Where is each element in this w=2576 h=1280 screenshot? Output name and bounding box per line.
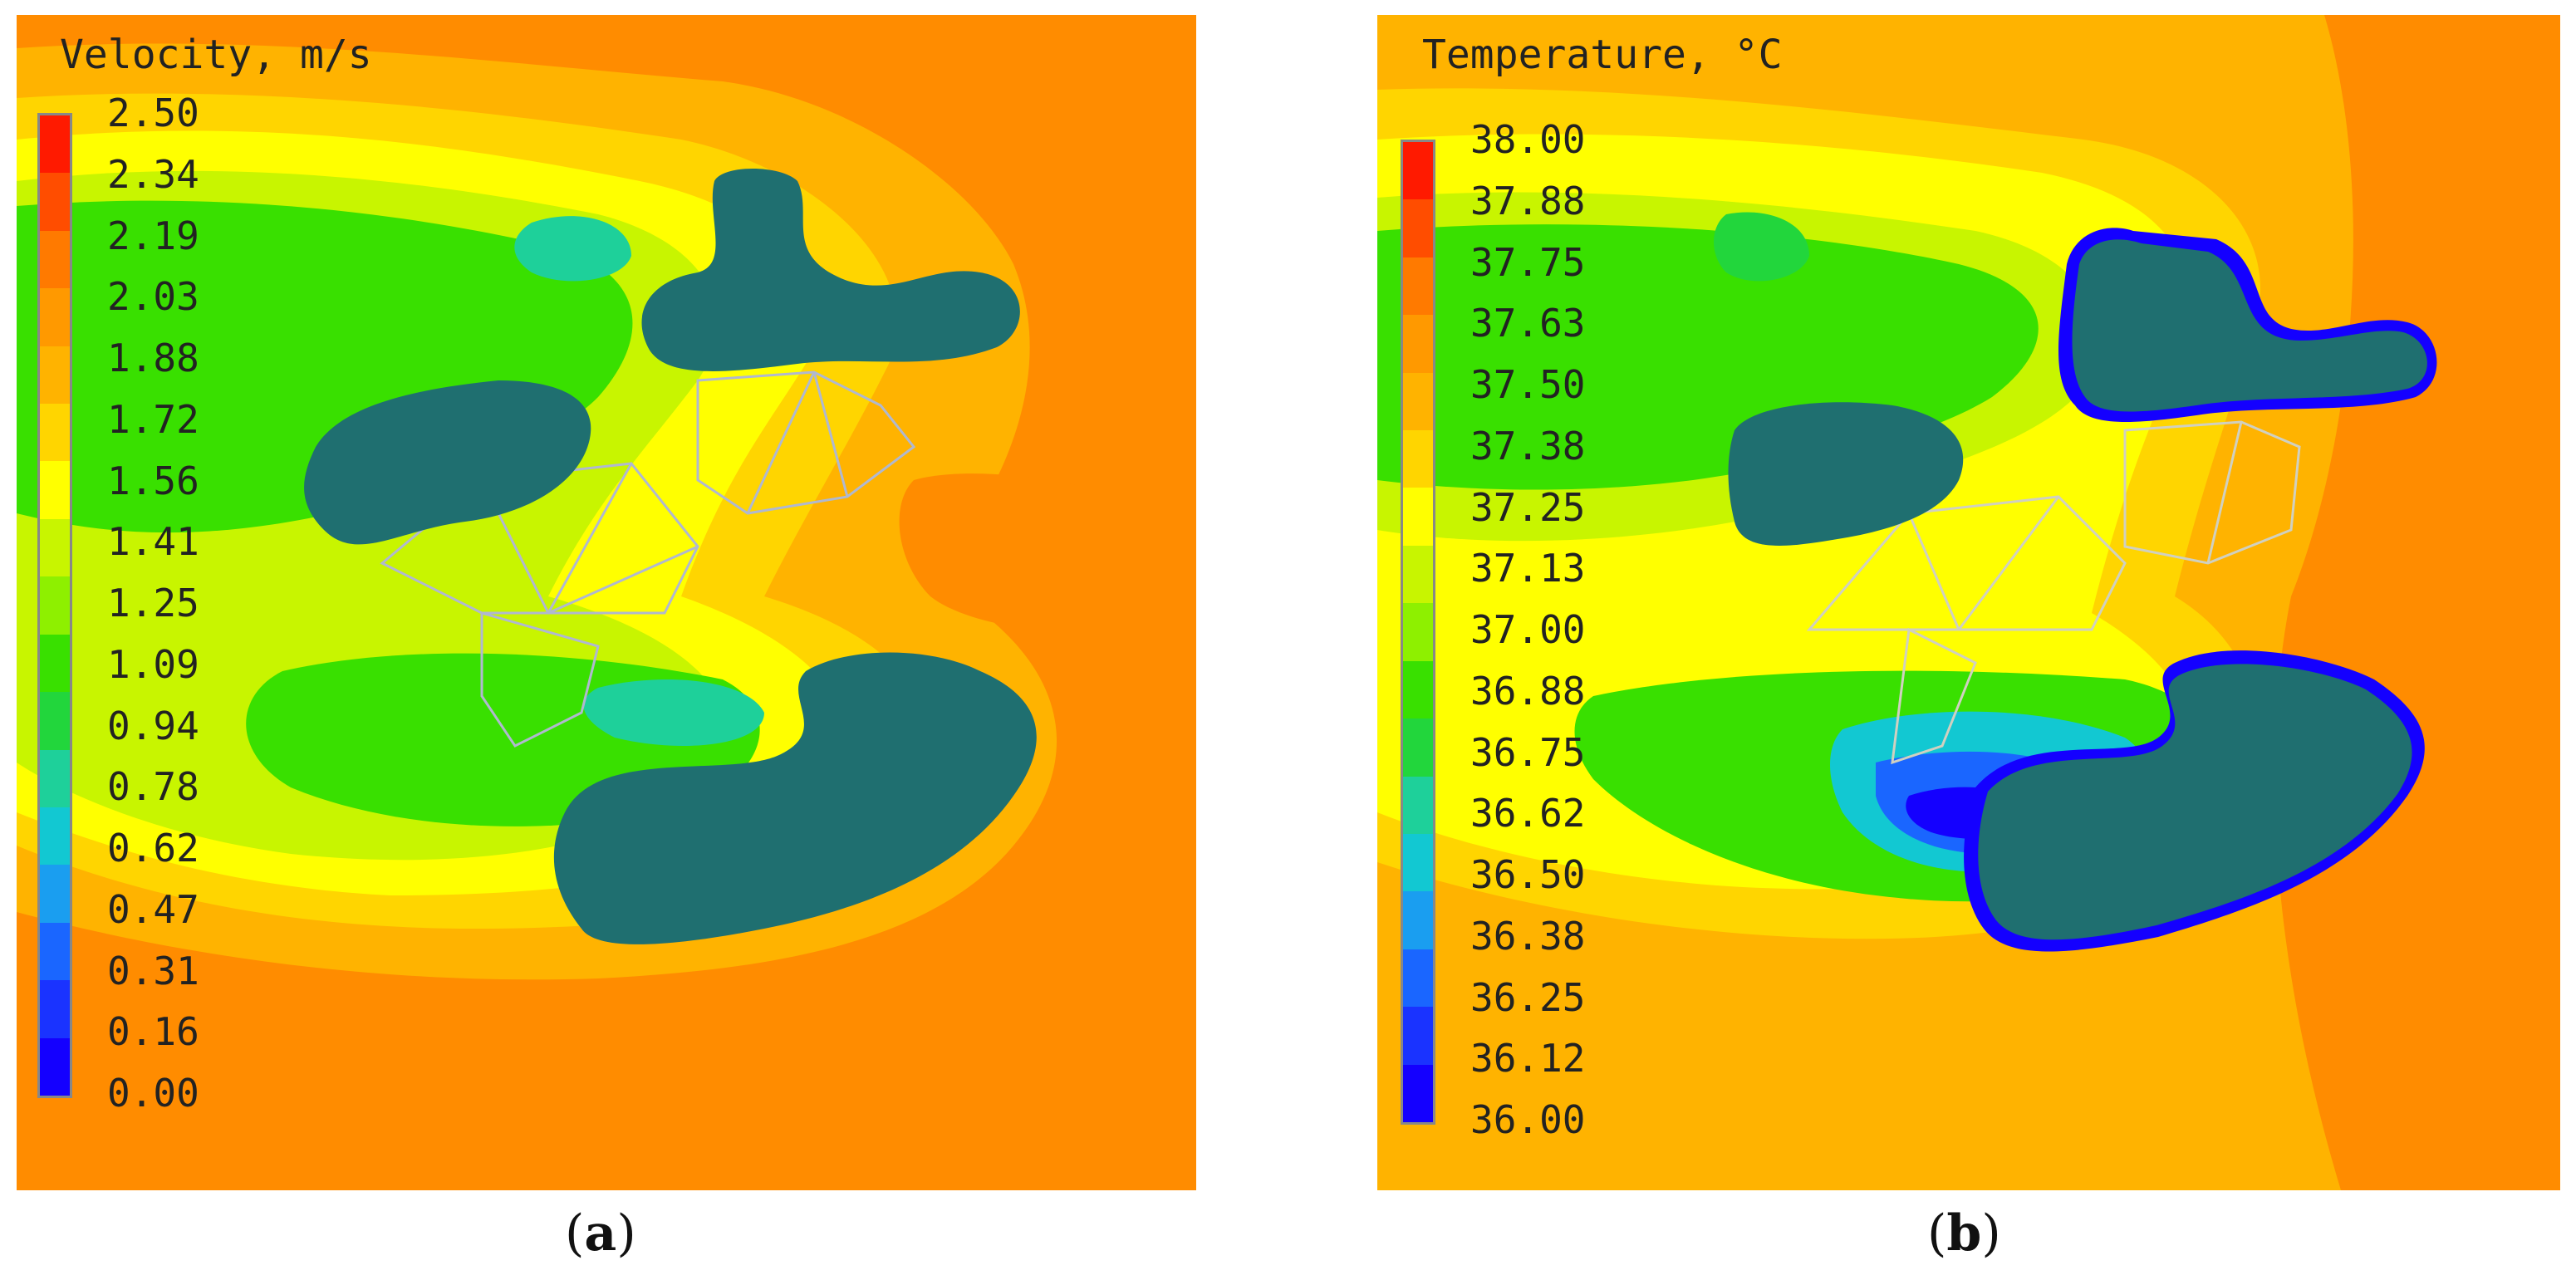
temperature-tick-label: 36.75 [1470, 729, 1586, 775]
velocity-legend-title: Velocity, m/s [60, 32, 372, 78]
temperature-colorbar-segment [1403, 833, 1433, 892]
velocity-tick-label: 2.50 [107, 91, 199, 135]
temperature-colorbar-segment [1403, 430, 1433, 488]
temperature-colorbar-segment [1403, 488, 1433, 547]
temperature-tick-label: 37.38 [1470, 423, 1586, 468]
velocity-tick-label: 0.16 [107, 1009, 199, 1055]
velocity-colorbar-segment [40, 518, 70, 577]
temperature-contour-panel: Temperature, °C 38.00 37.88 37.75 37.63 37.5… [1377, 15, 2560, 1190]
temperature-colorbar-segment [1403, 1007, 1433, 1066]
velocity-tick-label: 0.31 [107, 948, 199, 993]
temperature-colorbar [1401, 140, 1435, 1125]
velocity-tick-label: 0.78 [107, 764, 199, 810]
velocity-tick-label: 2.34 [107, 151, 199, 197]
velocity-tick-label: 1.09 [107, 641, 199, 687]
temperature-tick-label: 36.50 [1470, 852, 1586, 897]
velocity-contour-panel: Velocity, m/s 2.50 2.34 2.19 2.03 1.88 1.72 1.… [17, 15, 1196, 1190]
velocity-tick-label: 0.00 [107, 1071, 199, 1116]
velocity-tick-label: 0.94 [107, 703, 199, 748]
temperature-tick-label: 37.50 [1470, 362, 1586, 407]
temperature-tick-label: 36.38 [1470, 913, 1586, 959]
temperature-colorbar-segment [1403, 1064, 1433, 1123]
temperature-tick-label: 37.00 [1470, 607, 1586, 652]
temperature-tick-label: 36.00 [1470, 1097, 1586, 1142]
temperature-tick-label: 37.88 [1470, 178, 1586, 223]
temperature-tick-label: 36.88 [1470, 668, 1586, 714]
velocity-tick-label: 0.47 [107, 886, 199, 932]
velocity-colorbar-segment [40, 115, 70, 174]
temperature-colorbar-segment [1403, 199, 1433, 258]
temperature-legend-title: Temperature, °C [1422, 32, 1783, 78]
velocity-colorbar-segment [40, 461, 70, 520]
temperature-colorbar-segment [1403, 142, 1433, 200]
caption-a-letter: a [584, 1204, 617, 1263]
temperature-colorbar-segment [1403, 718, 1433, 777]
temperature-tick-label: 36.62 [1470, 791, 1586, 836]
velocity-colorbar-segment [40, 634, 70, 693]
temperature-tick-label: 37.75 [1470, 239, 1586, 285]
velocity-colorbar-segment [40, 1037, 70, 1096]
caption-b-letter: b [1946, 1204, 1982, 1263]
temperature-tick-label: 36.12 [1470, 1036, 1586, 1081]
velocity-tick-label: 1.56 [107, 458, 199, 503]
velocity-colorbar [37, 113, 72, 1098]
velocity-colorbar-segment [40, 807, 70, 866]
velocity-colorbar-segment [40, 980, 70, 1039]
velocity-tick-label: 0.62 [107, 826, 199, 870]
caption-a: (a) [565, 1204, 636, 1263]
temperature-colorbar-segment [1403, 257, 1433, 316]
velocity-colorbar-segment [40, 173, 70, 232]
velocity-colorbar-segment [40, 865, 70, 924]
velocity-colorbar-segment [40, 749, 70, 808]
temperature-tick-label: 37.63 [1470, 301, 1586, 346]
velocity-tick-label: 1.25 [107, 581, 199, 625]
velocity-colorbar-segment [40, 692, 70, 751]
temperature-colorbar-segment [1403, 776, 1433, 835]
velocity-tick-label: 1.41 [107, 519, 199, 565]
temperature-colorbar-segment [1403, 603, 1433, 662]
caption-b: (b) [1927, 1204, 2001, 1263]
velocity-colorbar-segment [40, 576, 70, 635]
velocity-tick-label: 1.88 [107, 336, 199, 380]
velocity-colorbar-segment [40, 404, 70, 462]
temperature-contour-field [1377, 15, 2560, 1190]
velocity-contour-field [17, 15, 1196, 1190]
temperature-tick-label: 38.00 [1470, 117, 1586, 162]
temperature-tick-label: 36.25 [1470, 974, 1586, 1020]
temperature-tick-label: 37.25 [1470, 484, 1586, 530]
temperature-colorbar-segment [1403, 949, 1433, 1008]
temperature-colorbar-segment [1403, 891, 1433, 950]
velocity-tick-label: 1.72 [107, 396, 199, 442]
velocity-colorbar-segment [40, 346, 70, 405]
velocity-colorbar-segment [40, 288, 70, 347]
temperature-colorbar-segment [1403, 660, 1433, 719]
velocity-colorbar-segment [40, 230, 70, 289]
temperature-colorbar-segment [1403, 315, 1433, 374]
temperature-colorbar-segment [1403, 372, 1433, 431]
velocity-tick-label: 2.03 [107, 274, 199, 320]
velocity-tick-label: 2.19 [107, 213, 199, 258]
temperature-tick-label: 37.13 [1470, 546, 1586, 591]
velocity-colorbar-segment [40, 922, 70, 981]
temperature-colorbar-segment [1403, 545, 1433, 604]
